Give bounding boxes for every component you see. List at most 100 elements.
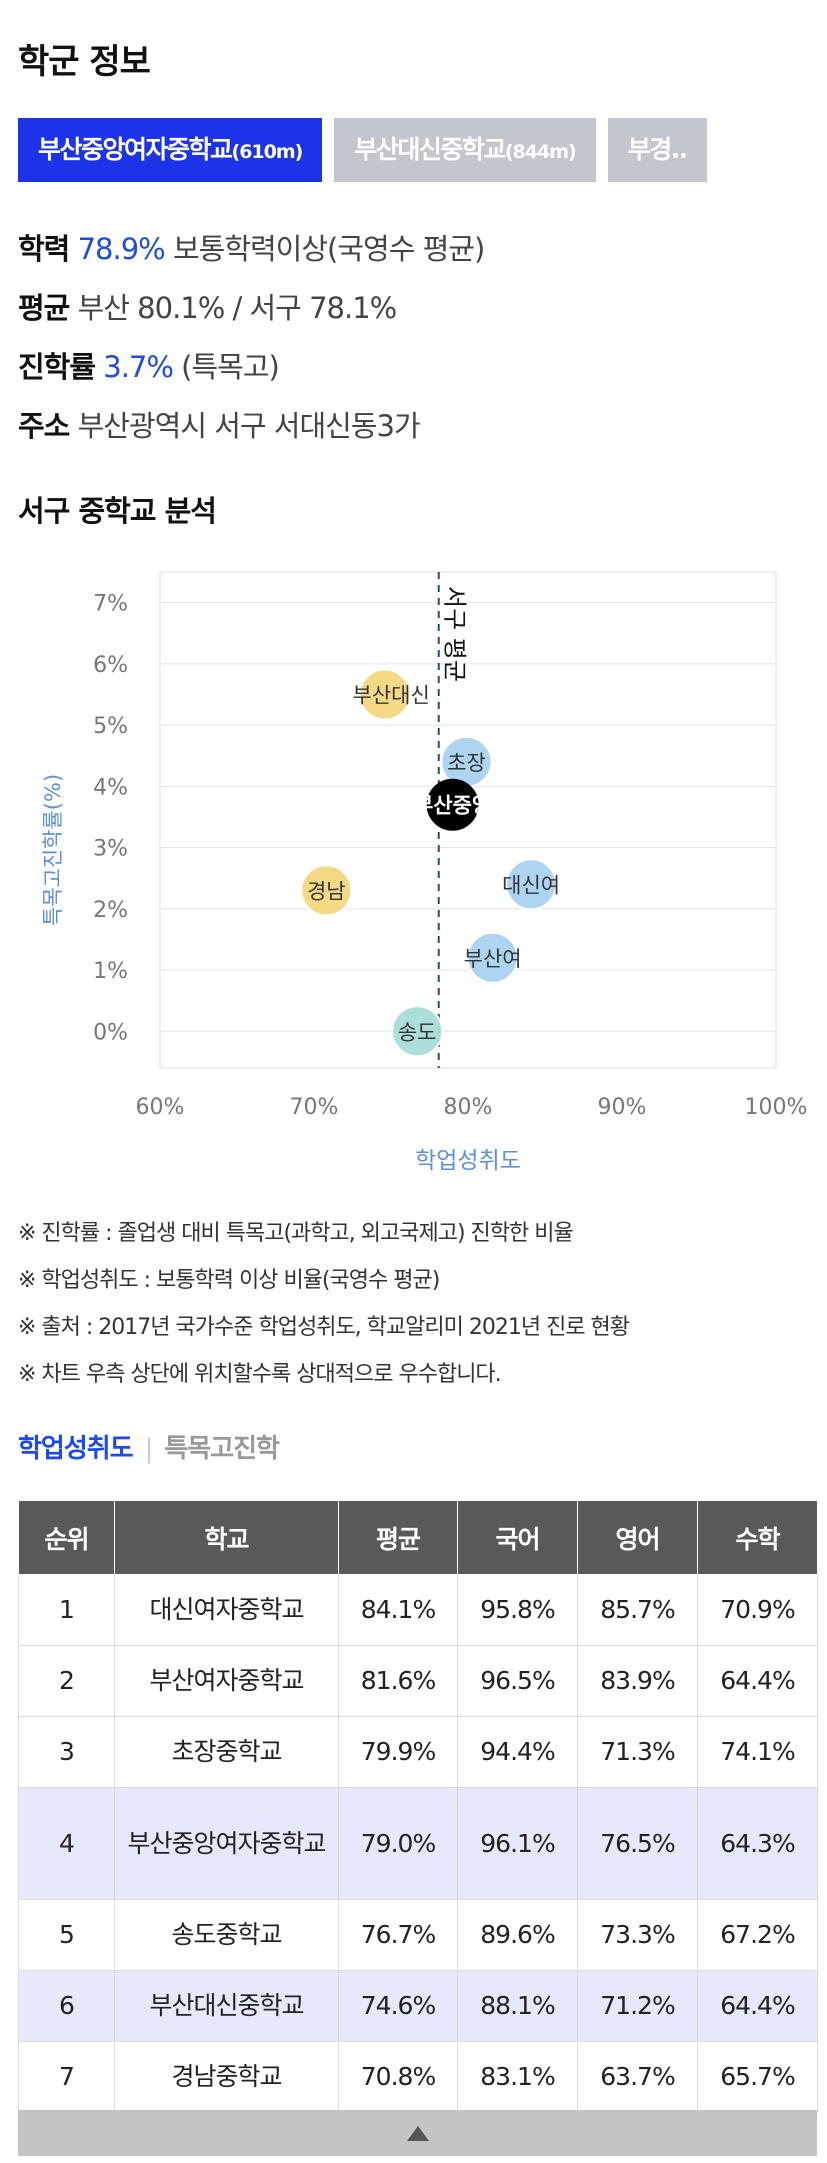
y-tick-label: 6% <box>93 653 128 678</box>
x-tick-label: 90% <box>598 1095 647 1120</box>
scatter-point <box>391 1005 444 1058</box>
cell-school: 초장중학교 <box>114 1716 339 1788</box>
table-row: 5 송도중학교 76.7% 89.6% 73.3% 67.2% <box>18 1899 818 1971</box>
cell-school: 부산대신중학교 <box>114 1970 339 2042</box>
cell-math: 65.7% <box>697 2041 818 2113</box>
note-line: ※ 차트 우측 상단에 위치할수록 상대적으로 우수합니다. <box>18 1362 502 1387</box>
header-math: 수학 <box>697 1500 818 1575</box>
scatter-point-label: 부산대신 <box>353 683 430 707</box>
cell-average: 81.6% <box>338 1645 458 1717</box>
section-title: 학군 정보 <box>18 42 151 82</box>
cell-rank: 6 <box>18 1970 115 2042</box>
x-tick-label: 60% <box>136 1095 185 1120</box>
chart-notes: ※ 진학률 : 졸업생 대비 특목고(과학고, 외고국제고) 진학한 비율 ※ … <box>18 1210 630 1398</box>
advancement-value: 3.7% <box>103 350 174 384</box>
info-advancement: 진학률 3.7% (특목고) <box>18 344 280 386</box>
scatter-point <box>358 668 411 721</box>
cell-school: 부산여자중학교 <box>114 1645 339 1717</box>
cell-english: 85.7% <box>577 1574 698 1646</box>
y-axis-title: 특목고진학률(%) <box>41 774 65 926</box>
cell-english: 71.2% <box>577 1970 698 2042</box>
achievement-desc: 보통학력이상(국영수 평균) <box>172 232 485 266</box>
scatter-point <box>426 778 479 831</box>
cell-average: 79.9% <box>338 1716 458 1788</box>
header-school: 학교 <box>114 1500 339 1575</box>
y-tick-label: 3% <box>93 837 128 862</box>
school-tab-busan-daesin[interactable]: 부산대신중학교(844m) <box>334 118 596 182</box>
header-average: 평균 <box>338 1500 458 1575</box>
cell-math: 64.3% <box>697 1787 818 1900</box>
scatter-point <box>466 931 519 984</box>
cell-korean: 96.5% <box>457 1645 578 1717</box>
info-average: 평균 부산 80.1% / 서구 78.1% <box>18 285 397 327</box>
table-row: 1 대신여자중학교 84.1% 95.8% 85.7% 70.9% <box>18 1574 818 1646</box>
info-label: 진학률 <box>18 350 96 384</box>
school-tabs: 부산중앙여자중학교(610m) 부산대신중학교(844m) 부경.. <box>18 118 827 182</box>
school-tab-bugyeong[interactable]: 부경.. <box>607 118 707 182</box>
cell-school: 부산중앙여자중학교 <box>114 1787 339 1900</box>
scatter-point-label: 부산중앙 <box>414 794 491 818</box>
school-tab-busan-jungang[interactable]: 부산중앙여자중학교(610m) <box>18 118 323 182</box>
note-line: ※ 학업성취도 : 보통학력 이상 비율(국영수 평균) <box>18 1268 440 1293</box>
cell-rank: 7 <box>18 2041 115 2113</box>
scatter-point-label: 부산여 <box>464 947 522 971</box>
cell-math: 64.4% <box>697 1645 818 1717</box>
note-line: ※ 출처 : 2017년 국가수준 학업성취도, 학교알리미 2021년 진로 … <box>18 1315 630 1340</box>
scatter-point-label: 대신여 <box>502 873 560 897</box>
cell-korean: 94.4% <box>457 1716 578 1788</box>
cell-math: 67.2% <box>697 1899 818 1971</box>
ranking-table: 순위 학교 평균 국어 영어 수학 1 대신여자중학교 84.1% 95.8% … <box>18 1500 818 2113</box>
cell-english: 76.5% <box>577 1787 698 1900</box>
cell-math: 70.9% <box>697 1574 818 1646</box>
address-text: 부산광역시 서구 서대신동3가 <box>77 409 421 443</box>
header-rank: 순위 <box>18 1500 115 1575</box>
school-tab-name: 부산중앙여자중학교 <box>38 135 233 164</box>
info-achievement: 학력 78.9% 보통학력이상(국영수 평균) <box>18 226 485 268</box>
collapse-up-icon <box>406 2125 429 2141</box>
subtab-achievement[interactable]: 학업성취도 <box>18 1434 134 1464</box>
cell-rank: 5 <box>18 1899 115 1971</box>
cell-school: 대신여자중학교 <box>114 1574 339 1646</box>
cell-average: 79.0% <box>338 1787 458 1900</box>
cell-average: 84.1% <box>338 1574 458 1646</box>
y-tick-label: 7% <box>93 592 128 617</box>
info-address: 주소 부산광역시 서구 서대신동3가 <box>18 403 421 445</box>
cell-korean: 88.1% <box>457 1970 578 2042</box>
table-row-highlighted: 4 부산중앙여자중학교 79.0% 96.1% 76.5% 64.3% <box>18 1787 818 1900</box>
achievement-value: 78.9% <box>77 232 166 266</box>
y-tick-label: 4% <box>93 775 128 800</box>
subtab-separator: | <box>144 1434 154 1464</box>
cell-english: 63.7% <box>577 2041 698 2113</box>
scatter-point <box>300 864 353 917</box>
x-axis-title: 학업성취도 <box>415 1148 521 1174</box>
info-label: 학력 <box>18 232 70 266</box>
plot-area <box>159 571 777 1069</box>
table-row: 2 부산여자중학교 81.6% 96.5% 83.9% 64.4% <box>18 1645 818 1717</box>
cell-math: 74.1% <box>697 1716 818 1788</box>
collapse-button[interactable] <box>18 2110 817 2156</box>
school-tab-name: 부경.. <box>627 135 689 164</box>
x-tick-label: 80% <box>444 1095 493 1120</box>
table-row: 7 경남중학교 70.8% 83.1% 63.7% 65.7% <box>18 2041 818 2113</box>
advancement-desc: (특목고) <box>181 350 280 384</box>
cell-rank: 1 <box>18 1574 115 1646</box>
cell-english: 83.9% <box>577 1645 698 1717</box>
cell-school: 송도중학교 <box>114 1899 339 1971</box>
school-tab-name: 부산대신중학교 <box>354 135 506 164</box>
header-korean: 국어 <box>457 1500 578 1575</box>
district-average-label: 서구 평균 <box>441 586 469 682</box>
scatter-chart: 0% 1% 2% 3% 4% 5% 6% 7% 60% 70% 80% 90% 100% 학업성취도 특목고… <box>0 560 827 1190</box>
table-row-highlighted: 6 부산대신중학교 74.6% 88.1% 71.2% 64.4% <box>18 1970 818 2042</box>
cell-school: 경남중학교 <box>114 2041 339 2113</box>
subtab-special-school[interactable]: 특목고진학 <box>164 1434 280 1464</box>
y-tick-label: 2% <box>93 898 128 923</box>
scatter-point-label: 송도 <box>398 1020 437 1044</box>
y-tick-label: 0% <box>93 1020 128 1045</box>
cell-korean: 96.1% <box>457 1787 578 1900</box>
scatter-chart-svg: 0% 1% 2% 3% 4% 5% 6% 7% 60% 70% 80% 90% 100% 학업성취도 특목고… <box>41 571 807 1174</box>
cell-english: 73.3% <box>577 1899 698 1971</box>
x-tick-label: 70% <box>290 1095 339 1120</box>
y-tick-label: 1% <box>93 959 128 984</box>
analysis-title: 서구 중학교 분석 <box>18 494 217 528</box>
